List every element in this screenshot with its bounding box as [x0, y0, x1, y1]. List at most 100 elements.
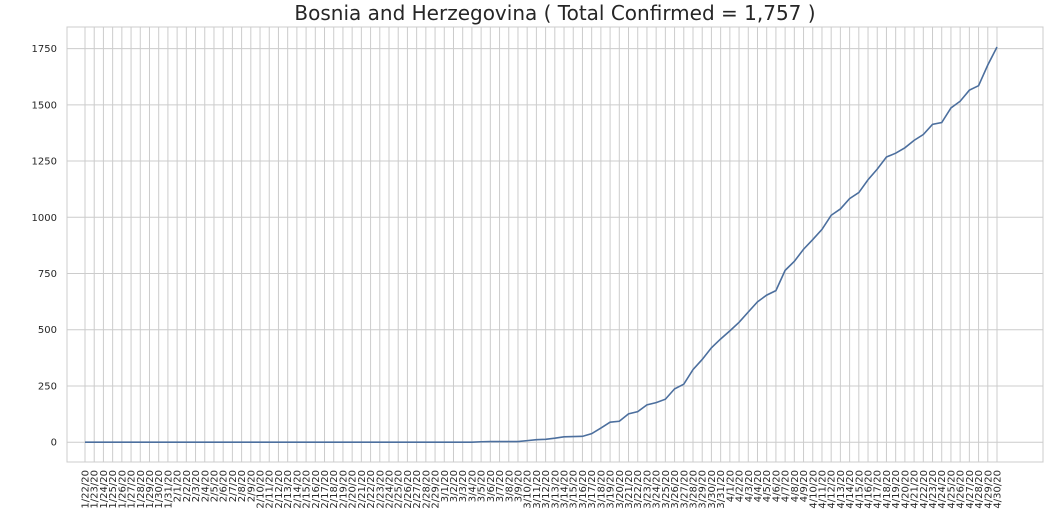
x-tick-label: 3/11/20 [532, 470, 543, 509]
x-tick-label: 2/21/20 [357, 470, 368, 509]
x-tick-label: 3/1/20 [440, 470, 451, 502]
x-tick-label: 4/21/20 [910, 470, 921, 509]
x-tick-label: 2/11/20 [265, 470, 276, 509]
x-tick-label: 2/19/20 [338, 470, 349, 509]
x-tick-label: 1/23/20 [90, 470, 101, 509]
x-tick-label: 2/20/20 [348, 470, 359, 509]
x-tick-label: 2/25/20 [394, 470, 405, 509]
x-tick-label: 3/9/20 [513, 470, 524, 502]
x-tick-label: 2/9/20 [246, 470, 257, 502]
x-tick-label: 4/14/20 [845, 470, 856, 509]
x-tick-label: 1/24/20 [99, 470, 110, 509]
y-tick-label: 750 [38, 269, 57, 280]
x-tick-label: 4/27/20 [965, 470, 976, 509]
x-tick-label: 4/25/20 [946, 470, 957, 509]
x-tick-label: 3/30/20 [707, 470, 718, 509]
data-line [85, 46, 998, 444]
x-tick-label: 4/1/20 [725, 470, 736, 502]
x-tick-label: 3/22/20 [633, 470, 644, 509]
x-tick-label: 4/8/20 [790, 470, 801, 502]
x-tick-label: 4/29/20 [983, 470, 994, 509]
x-tick-label: 4/15/20 [854, 470, 865, 509]
x-tick-label: 3/31/20 [716, 470, 727, 509]
chart-title: Bosnia and Herzegovina ( Total Confirmed… [294, 1, 815, 25]
x-tick-label: 4/28/20 [974, 470, 985, 509]
x-tick-label: 3/24/20 [652, 470, 663, 509]
x-tick-label: 4/30/20 [993, 470, 1004, 509]
x-tick-label: 3/27/20 [679, 470, 690, 509]
x-tick-label: 4/11/20 [817, 470, 828, 509]
x-tick-label: 4/2/20 [735, 470, 746, 502]
x-tick-label: 2/2/20 [182, 470, 193, 502]
x-tick-label: 4/26/20 [956, 470, 967, 509]
x-tick-label: 3/7/20 [495, 470, 506, 502]
x-tick-label: 3/17/20 [587, 470, 598, 509]
x-tick-label: 2/29/20 [431, 470, 442, 509]
x-tick-label: 2/1/20 [173, 470, 184, 502]
y-tick-label: 1250 [32, 157, 57, 168]
x-tick-label: 4/18/20 [882, 470, 893, 509]
x-tick-label: 4/19/20 [891, 470, 902, 509]
y-tick-label: 0 [51, 438, 57, 449]
x-tick-label: 2/3/20 [191, 470, 202, 502]
x-tick-label: 4/22/20 [919, 470, 930, 509]
x-tick-label: 4/4/20 [753, 470, 764, 502]
x-tick-label: 4/13/20 [836, 470, 847, 509]
x-tick-label: 3/18/20 [596, 470, 607, 509]
x-tick-label: 1/30/20 [154, 470, 165, 509]
x-tick-label: 2/6/20 [219, 470, 230, 502]
x-tick-label: 2/13/20 [283, 470, 294, 509]
x-tick-label: 2/22/20 [366, 470, 377, 509]
x-tick-label: 1/28/20 [136, 470, 147, 509]
x-tick-label: 3/15/20 [569, 470, 580, 509]
y-tick-label: 1500 [32, 100, 57, 111]
x-tick-label: 2/8/20 [237, 470, 248, 502]
x-tick-label: 3/23/20 [642, 470, 653, 509]
x-tick-label: 3/8/20 [504, 470, 515, 502]
y-tick-label: 250 [38, 381, 57, 392]
x-tick-label: 4/12/20 [827, 470, 838, 509]
x-tick-label: 2/4/20 [200, 470, 211, 502]
x-tick-label: 3/6/20 [486, 470, 497, 502]
x-tick-label: 3/14/20 [560, 470, 571, 509]
x-tick-label: 4/17/20 [873, 470, 884, 509]
x-tick-label: 2/12/20 [274, 470, 285, 509]
x-tick-label: 4/24/20 [937, 470, 948, 509]
x-tick-label: 3/20/20 [615, 470, 626, 509]
x-tick-label: 4/9/20 [799, 470, 810, 502]
x-tick-label: 3/3/20 [458, 470, 469, 502]
x-tick-label: 2/18/20 [329, 470, 340, 509]
x-tick-label: 1/31/20 [163, 470, 174, 509]
x-tick-label: 3/13/20 [550, 470, 561, 509]
x-tick-label: 3/5/20 [477, 470, 488, 502]
x-tick-label: 3/29/20 [698, 470, 709, 509]
x-tick-label: 2/17/20 [320, 470, 331, 509]
x-tick-label: 2/5/20 [209, 470, 220, 502]
x-tick-label: 2/27/20 [412, 470, 423, 509]
y-tick-label: 1000 [32, 213, 57, 224]
x-tick-label: 3/16/20 [578, 470, 589, 509]
x-tick-label: 4/7/20 [781, 470, 792, 502]
x-tick-label: 3/2/20 [449, 470, 460, 502]
x-tick-label: 1/22/20 [81, 470, 92, 509]
x-tick-label: 4/10/20 [808, 470, 819, 509]
x-tick-label: 3/28/20 [689, 470, 700, 509]
x-tick-label: 3/4/20 [467, 470, 478, 502]
y-tick-label: 1750 [32, 44, 57, 55]
x-tick-label: 1/25/20 [108, 470, 119, 509]
x-tick-label: 1/29/20 [145, 470, 156, 509]
x-tick-label: 4/5/20 [762, 470, 773, 502]
x-tick-label: 3/26/20 [670, 470, 681, 509]
x-tick-label: 2/26/20 [403, 470, 414, 509]
x-tick-label: 3/12/20 [541, 470, 552, 509]
x-tick-label: 3/25/20 [661, 470, 672, 509]
x-tick-label: 1/27/20 [127, 470, 138, 509]
x-tick-label: 2/16/20 [311, 470, 322, 509]
x-tick-label: 2/28/20 [421, 470, 432, 509]
x-tick-label: 4/23/20 [928, 470, 939, 509]
x-tick-label: 3/10/20 [523, 470, 534, 509]
x-tick-label: 4/3/20 [744, 470, 755, 502]
x-tick-label: 2/7/20 [228, 470, 239, 502]
x-tick-label: 2/23/20 [375, 470, 386, 509]
